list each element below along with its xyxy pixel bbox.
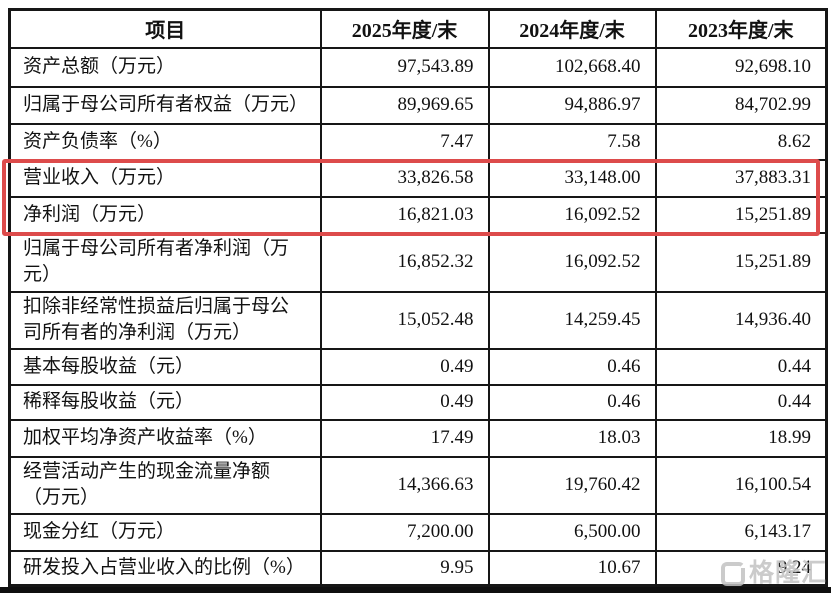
row-value: 15,251.89 <box>654 231 828 293</box>
gelonghui-logo-icon <box>720 561 745 586</box>
row-value: 84,702.99 <box>654 85 828 125</box>
header-year-2025: 2025年度/末 <box>319 8 490 49</box>
row-value: 6,143.17 <box>654 512 828 552</box>
row-value: 0.44 <box>654 347 828 386</box>
row-label: 资产负债率（%） <box>8 122 322 161</box>
table-row: 资产总额（万元） 97,543.89 102,668.40 92,698.10 <box>8 46 828 88</box>
row-value: 14,366.63 <box>319 455 490 515</box>
row-value: 7.47 <box>319 122 490 161</box>
row-value: 16,821.03 <box>319 195 490 234</box>
row-label: 扣除非经常性损益后归属于母公 司所有者的净利润（万元） <box>8 290 322 350</box>
row-label: 现金分红（万元） <box>8 512 322 552</box>
row-value: 94,886.97 <box>487 85 657 125</box>
table-row: 归属于母公司所有者权益（万元） 89,969.65 94,886.97 84,7… <box>8 85 828 125</box>
row-value: 92,698.10 <box>654 46 828 88</box>
row-value: 16,852.32 <box>319 231 490 293</box>
row-value: 0.49 <box>319 383 490 421</box>
table-row: 研发投入占营业收入的比例（%） 9.95 10.67 9.24 <box>8 549 828 587</box>
row-label: 基本每股收益（元） <box>8 347 322 386</box>
row-label: 归属于母公司所有者权益（万元） <box>8 85 322 125</box>
row-value: 18.99 <box>654 418 828 458</box>
header-year-2024: 2024年度/末 <box>487 8 657 49</box>
watermark-text: 格隆汇 <box>748 560 827 587</box>
row-value: 33,826.58 <box>319 158 490 198</box>
table-row: 加权平均净资产收益率（%） 17.49 18.03 18.99 <box>8 418 828 458</box>
row-value: 0.46 <box>487 347 657 386</box>
row-value: 6,500.00 <box>487 512 657 552</box>
row-value: 9.95 <box>319 549 490 587</box>
row-value: 15,251.89 <box>654 195 828 234</box>
table-row: 稀释每股收益（元） 0.49 0.46 0.44 <box>8 383 828 421</box>
row-value: 18.03 <box>487 418 657 458</box>
header-item: 项目 <box>8 8 322 49</box>
row-label: 资产总额（万元） <box>8 46 322 88</box>
row-label: 归属于母公司所有者净利润（万 元） <box>8 231 322 293</box>
row-value: 17.49 <box>319 418 490 458</box>
row-value: 14,259.45 <box>487 290 657 350</box>
table-row: 基本每股收益（元） 0.49 0.46 0.44 <box>8 347 828 386</box>
row-value: 8.62 <box>654 122 828 161</box>
row-value: 0.44 <box>654 383 828 421</box>
bottom-bar <box>0 587 831 593</box>
row-value: 7,200.00 <box>319 512 490 552</box>
row-value: 16,100.54 <box>654 455 828 515</box>
row-value: 19,760.42 <box>487 455 657 515</box>
row-value: 16,092.52 <box>487 195 657 234</box>
header-year-2023: 2023年度/末 <box>654 8 828 49</box>
row-value: 89,969.65 <box>319 85 490 125</box>
row-value: 33,148.00 <box>487 158 657 198</box>
row-label: 营业收入（万元） <box>8 158 322 198</box>
table-row-revenue: 营业收入（万元） 33,826.58 33,148.00 37,883.31 <box>8 158 828 198</box>
watermark: 格隆汇 <box>720 560 827 587</box>
row-value: 97,543.89 <box>319 46 490 88</box>
row-value: 0.49 <box>319 347 490 386</box>
row-value: 7.58 <box>487 122 657 161</box>
table-row-net-profit: 净利润（万元） 16,821.03 16,092.52 15,251.89 <box>8 195 828 234</box>
row-value: 102,668.40 <box>487 46 657 88</box>
row-value: 10.67 <box>487 549 657 587</box>
table-header-row: 项目 2025年度/末 2024年度/末 2023年度/末 <box>8 8 828 49</box>
row-label: 净利润（万元） <box>8 195 322 234</box>
row-label: 经营活动产生的现金流量净额 （万元） <box>8 455 322 515</box>
financial-table: 项目 2025年度/末 2024年度/末 2023年度/末 资产总额（万元） 9… <box>8 8 828 587</box>
row-value: 16,092.52 <box>487 231 657 293</box>
table-row: 资产负债率（%） 7.47 7.58 8.62 <box>8 122 828 161</box>
table-row: 归属于母公司所有者净利润（万 元） 16,852.32 16,092.52 15… <box>8 231 828 293</box>
row-value: 37,883.31 <box>654 158 828 198</box>
table-row: 经营活动产生的现金流量净额 （万元） 14,366.63 19,760.42 1… <box>8 455 828 515</box>
row-value: 14,936.40 <box>654 290 828 350</box>
row-label: 稀释每股收益（元） <box>8 383 322 421</box>
row-label: 加权平均净资产收益率（%） <box>8 418 322 458</box>
table-row: 现金分红（万元） 7,200.00 6,500.00 6,143.17 <box>8 512 828 552</box>
row-value: 15,052.48 <box>319 290 490 350</box>
row-label: 研发投入占营业收入的比例（%） <box>8 549 322 587</box>
table-row: 扣除非经常性损益后归属于母公 司所有者的净利润（万元） 15,052.48 14… <box>8 290 828 350</box>
row-value: 0.46 <box>487 383 657 421</box>
